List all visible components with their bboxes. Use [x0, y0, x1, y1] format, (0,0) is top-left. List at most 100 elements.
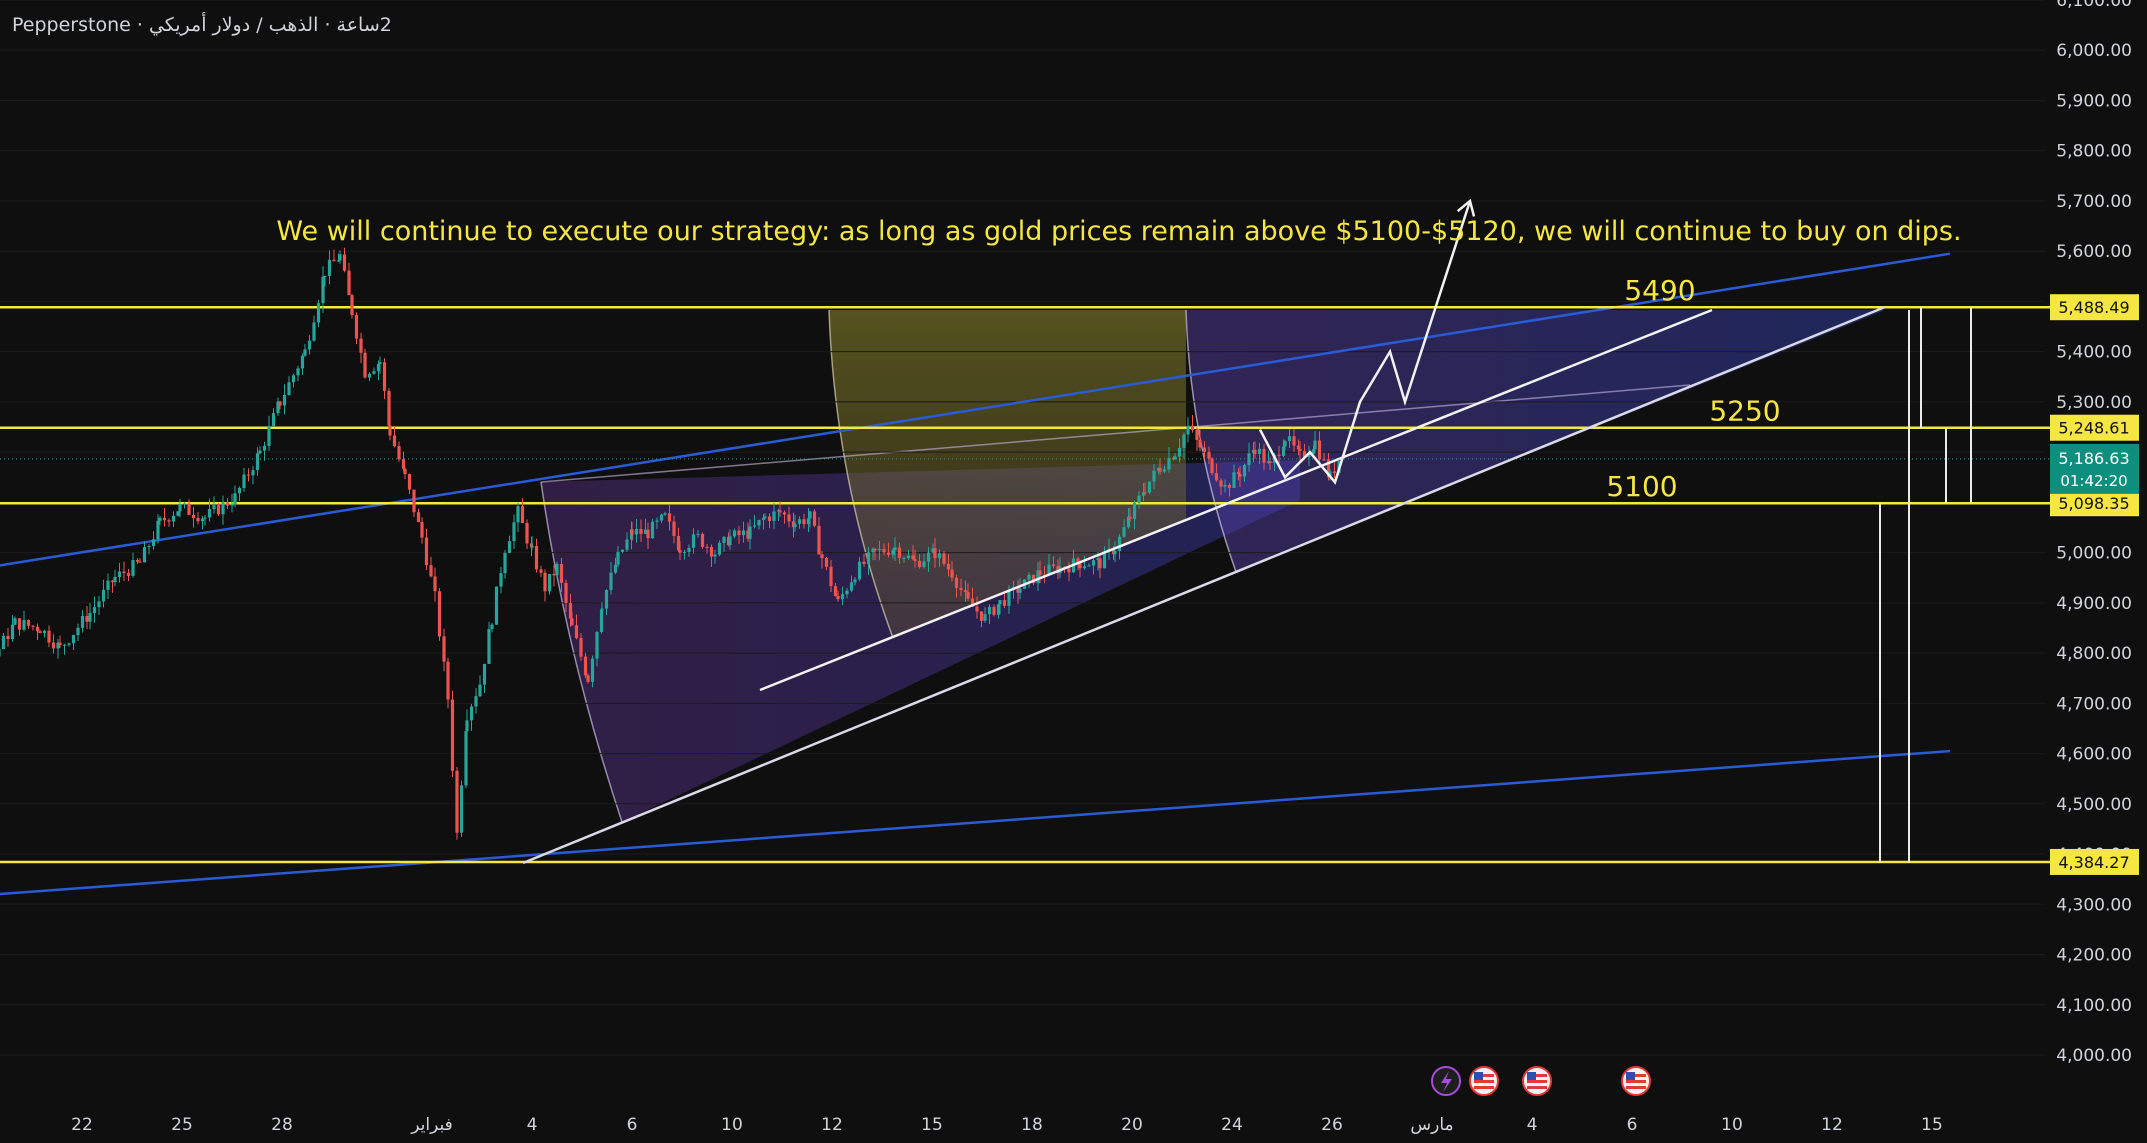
candle-body — [543, 572, 547, 592]
interval-label: 2ساعة — [336, 14, 392, 36]
time-axis[interactable]: 20222528فبراير4610121518202426مارس461012… — [0, 1115, 1943, 1135]
candle-body — [271, 413, 276, 426]
candle-body — [609, 572, 613, 590]
y-tick-label: 4,600.00 — [2056, 745, 2132, 765]
candle-body — [547, 573, 552, 592]
candle-body — [178, 504, 182, 512]
y-tick-label: 4,100.00 — [2056, 996, 2132, 1016]
candle-body — [1158, 467, 1162, 472]
candle-body — [857, 561, 862, 580]
price-axis[interactable]: 6,100.00 6,000.00 5,900.00 5,800.00 5,700.00… — [2056, 0, 2132, 1066]
price-level-badge — [2050, 294, 2139, 321]
candle-body — [1173, 456, 1177, 460]
event-icons[interactable] — [1431, 1066, 1651, 1096]
candle-body — [1137, 495, 1141, 503]
trend-lines — [0, 252, 1951, 896]
zone-label: 5100 — [1606, 470, 1677, 503]
candle-body — [372, 371, 376, 374]
candle-body — [429, 565, 433, 577]
candle-body — [862, 561, 866, 565]
candle-body — [748, 526, 752, 539]
candles — [0, 247, 1341, 840]
candle-body — [877, 548, 882, 551]
candle-body — [1147, 481, 1152, 493]
candle-body — [849, 582, 854, 591]
candle-body — [1296, 445, 1301, 450]
candle-body — [1311, 449, 1316, 454]
candle-body — [829, 566, 833, 587]
candle-body — [503, 552, 507, 574]
candle-body — [891, 550, 895, 555]
annotation-text: We will continue to execute our strategy… — [276, 216, 1961, 247]
y-tick-label: 5,400.00 — [2056, 343, 2132, 363]
candle-body — [836, 595, 840, 600]
candle-body — [722, 536, 726, 543]
candle-body — [450, 699, 455, 771]
candle-body — [200, 518, 205, 522]
candle-body — [147, 546, 151, 548]
candle-body — [586, 675, 590, 682]
us-flag-event-icon[interactable] — [1469, 1066, 1499, 1096]
price-level-badge-text: 5,098.35 — [2058, 494, 2129, 513]
candle-body — [746, 530, 750, 539]
candle-body — [0, 649, 1, 657]
candle-body — [741, 530, 746, 536]
candle-body — [323, 275, 327, 277]
lightning-event-icon[interactable] — [1431, 1066, 1461, 1096]
candle-body — [926, 552, 931, 562]
candle-body — [950, 569, 954, 578]
candle-body — [158, 517, 162, 521]
candle-body — [599, 610, 604, 633]
candle-body — [1242, 464, 1247, 477]
candle-body — [300, 355, 305, 369]
candle-body — [559, 564, 564, 583]
candle-body — [604, 589, 609, 609]
candle-body — [1307, 453, 1311, 458]
candle-body — [630, 529, 634, 535]
candle-body — [917, 560, 922, 568]
candle-body — [459, 785, 464, 833]
candle-body — [106, 580, 110, 590]
candle-body — [1167, 457, 1171, 470]
candle-body — [520, 506, 525, 524]
candle-body — [583, 656, 588, 676]
candle-body — [80, 615, 85, 628]
candle-body — [616, 551, 620, 565]
us-flag-event-icon[interactable] — [1621, 1066, 1651, 1096]
candle-body — [1262, 448, 1266, 463]
candle-body — [465, 720, 469, 732]
x-tick-label: 18 — [1021, 1115, 1043, 1135]
price-level-badge — [2050, 490, 2139, 517]
x-tick-label: 15 — [1921, 1115, 1943, 1135]
candle-body — [303, 349, 307, 356]
x-tick-label: 15 — [921, 1115, 943, 1135]
price-badges: 5,488.49 5,248.61 5,098.35 4,384.27 5,186.63… — [2050, 294, 2139, 875]
candle-body — [871, 548, 875, 553]
fan-zone-blue — [1186, 310, 1885, 572]
candle-body — [1190, 425, 1195, 430]
zone-labels: 5490 5250 5100 — [1606, 274, 1780, 503]
candle-body — [131, 559, 135, 576]
x-tick-label: 10 — [721, 1115, 743, 1135]
candle-body — [1195, 429, 1199, 440]
x-tick-label: 20 — [1121, 1115, 1143, 1135]
range-markers — [1879, 307, 1972, 863]
candle-body — [342, 254, 347, 271]
candle-body — [378, 362, 382, 364]
candle-body — [433, 576, 437, 592]
projection-arrowhead — [1456, 198, 1476, 217]
candle-body — [1317, 440, 1322, 460]
candle-body — [338, 254, 342, 261]
candle-body — [946, 563, 951, 570]
candle-body — [88, 612, 92, 622]
price-level-badge-text: 5,248.61 — [2058, 419, 2129, 438]
candle-body — [845, 590, 849, 595]
y-tick-label: 4,000.00 — [2056, 1046, 2132, 1066]
x-tick-label: 10 — [1721, 1115, 1743, 1135]
candle-body — [367, 373, 372, 378]
x-tick-label: 6 — [627, 1115, 638, 1135]
candle-body — [101, 589, 106, 602]
x-tick-label: 12 — [1821, 1115, 1843, 1135]
us-flag-event-icon[interactable] — [1522, 1066, 1552, 1096]
